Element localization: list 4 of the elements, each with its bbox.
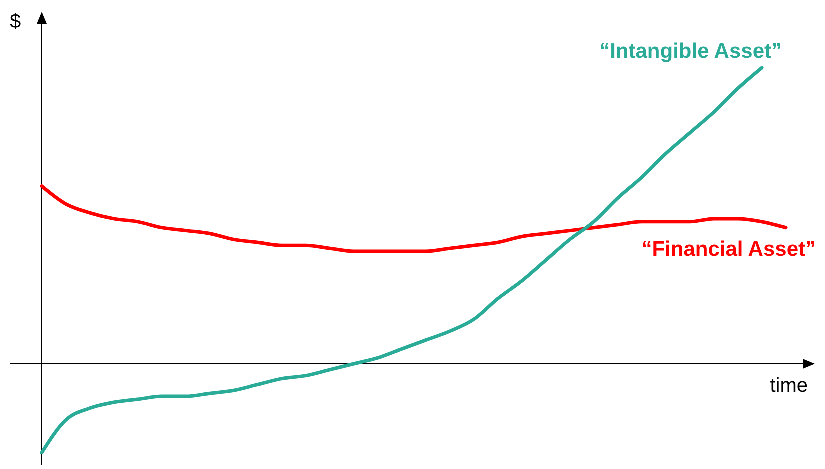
y-axis-title: $ [10,11,22,33]
series-label: “Intangible Asset” [600,40,782,63]
series-label: “Financial Asset” [642,238,816,261]
x-axis-title: time [770,375,808,397]
